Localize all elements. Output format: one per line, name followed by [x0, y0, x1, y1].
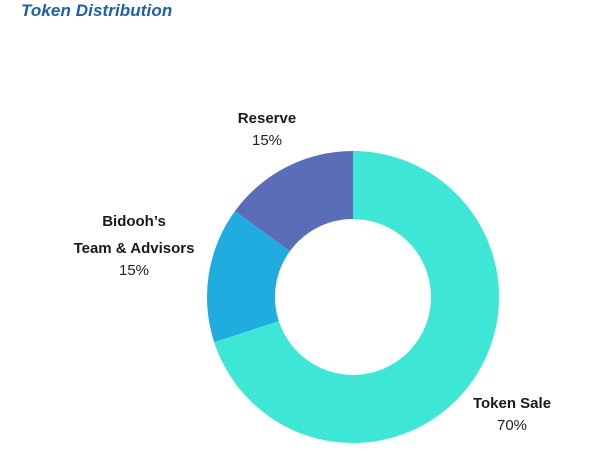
slice-reserve: [234, 151, 353, 252]
slice-bidooh-s-team-advisors: [207, 211, 290, 343]
slice-value-token-sale: 70%: [497, 417, 527, 434]
slice-value-bidooh-s-team-advisors: 15%: [119, 262, 149, 279]
slice-label-bidooh-s-team-advisors-line-1: Bidooh’s: [102, 213, 166, 230]
slice-token-sale: [214, 151, 499, 443]
slice-label-token-sale: Token Sale: [473, 395, 551, 412]
slice-label-bidooh-s-team-advisors-line-2: Team & Advisors: [74, 240, 195, 257]
chart-title: Token Distribution: [21, 1, 173, 20]
slice-value-reserve: 15%: [252, 132, 282, 149]
slice-label-reserve: Reserve: [238, 110, 296, 127]
